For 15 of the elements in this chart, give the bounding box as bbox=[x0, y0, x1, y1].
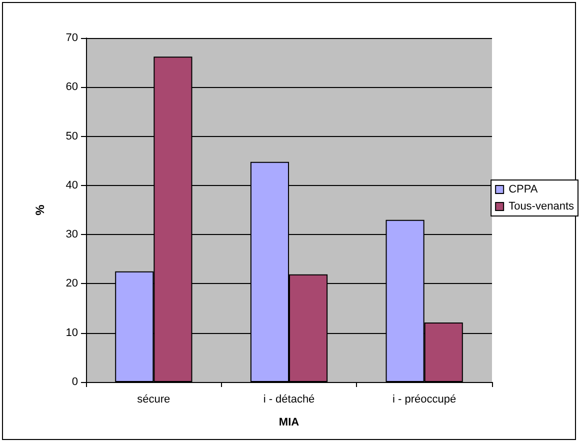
x-tick-label: i - détaché bbox=[263, 394, 315, 406]
y-tick-label: 60 bbox=[66, 81, 78, 94]
y-tick-label: 40 bbox=[66, 179, 78, 192]
x-tick-label: sécure bbox=[137, 394, 170, 406]
x-tick-label: i - préoccupé bbox=[392, 394, 456, 406]
y-tick-label: 30 bbox=[66, 228, 78, 241]
y-tick-label: 20 bbox=[66, 278, 78, 290]
legend-label: Tous-venants bbox=[508, 200, 574, 212]
y-axis-title: % bbox=[33, 204, 47, 216]
legend-label: CPPA bbox=[508, 184, 538, 196]
y-tick-label: 70 bbox=[66, 32, 78, 44]
y-tick-label: 0 bbox=[72, 376, 78, 388]
y-tick-label: 10 bbox=[66, 326, 78, 339]
y-tick-label: 50 bbox=[66, 130, 78, 142]
x-axis-title: MIA bbox=[278, 416, 300, 428]
